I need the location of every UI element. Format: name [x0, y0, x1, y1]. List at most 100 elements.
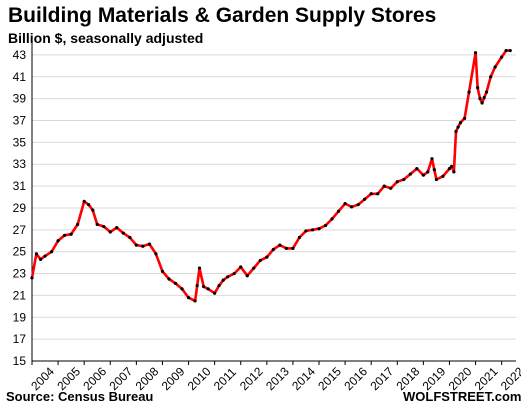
- data-point: [484, 90, 489, 94]
- data-point: [452, 170, 456, 174]
- data-point: [202, 285, 206, 289]
- x-tick-label: 2012: [237, 364, 266, 393]
- data-point: [478, 97, 482, 101]
- data-point: [356, 203, 360, 207]
- data-point: [317, 227, 321, 231]
- data-point: [56, 239, 60, 243]
- data-point: [30, 276, 34, 280]
- data-point: [258, 258, 262, 263]
- chart-title: Building Materials & Garden Supply Store…: [8, 4, 437, 27]
- data-point: [154, 252, 158, 256]
- x-tick-label: 2010: [185, 364, 214, 393]
- data-point: [271, 247, 275, 252]
- data-point: [389, 186, 393, 190]
- data-point: [343, 201, 347, 206]
- data-point: [95, 222, 99, 226]
- y-tick-label: 35: [13, 135, 27, 149]
- data-point: [102, 224, 106, 229]
- x-tick-label: 2011: [211, 365, 239, 393]
- data-point: [369, 192, 373, 196]
- data-point: [504, 48, 508, 53]
- data-point: [115, 226, 119, 230]
- data-point: [447, 167, 452, 171]
- y-tick-label: 27: [13, 223, 27, 237]
- data-point: [350, 205, 354, 209]
- data-point: [195, 283, 199, 288]
- data-point: [493, 65, 497, 69]
- data-point: [456, 125, 460, 129]
- data-point: [304, 229, 308, 233]
- data-point: [239, 265, 243, 269]
- x-tick-label: 2014: [289, 364, 318, 393]
- x-tick-label: 2016: [341, 364, 370, 393]
- data-point: [363, 197, 367, 201]
- data-point: [167, 277, 171, 281]
- data-point: [49, 250, 54, 254]
- data-point: [430, 157, 434, 161]
- data-point: [265, 255, 269, 259]
- data-point: [173, 281, 178, 285]
- data-point: [39, 257, 43, 261]
- data-point: [297, 235, 302, 240]
- data-point: [489, 75, 493, 79]
- data-point: [462, 116, 467, 120]
- series-line: [30, 49, 512, 303]
- data-point: [108, 230, 112, 234]
- data-point: [382, 184, 386, 188]
- x-tick-label: 2015: [315, 364, 344, 393]
- data-point: [121, 231, 125, 235]
- data-point: [454, 129, 458, 134]
- data-point: [213, 291, 217, 295]
- data-point: [508, 48, 512, 53]
- data-point: [449, 164, 454, 169]
- data-point: [206, 287, 210, 291]
- y-tick-label: 33: [13, 157, 27, 171]
- data-point: [336, 209, 341, 213]
- data-point: [376, 192, 380, 196]
- y-tick-label: 25: [13, 245, 27, 259]
- data-point: [421, 173, 425, 177]
- data-point: [278, 243, 282, 247]
- data-point: [330, 217, 334, 221]
- data-point: [323, 223, 328, 228]
- data-point: [180, 287, 184, 291]
- data-point: [458, 121, 463, 125]
- data-point: [91, 208, 95, 212]
- data-point: [147, 242, 152, 246]
- x-tick-label: 2009: [159, 364, 188, 393]
- data-point: [43, 254, 47, 258]
- data-point: [415, 167, 419, 171]
- y-tick-label: 23: [13, 267, 27, 281]
- data-point: [221, 278, 225, 282]
- brand-watermark: WOLFSTREET.com: [403, 389, 521, 404]
- data-point: [69, 232, 73, 236]
- chart-subtitle: Billion $, seasonally adjusted: [8, 30, 204, 46]
- y-tick-label: 39: [13, 92, 27, 106]
- data-point: [284, 246, 288, 251]
- y-tick-label: 29: [13, 201, 27, 215]
- y-tick-label: 43: [13, 48, 27, 62]
- data-point: [426, 170, 430, 174]
- data-point: [82, 199, 86, 204]
- data-point: [128, 235, 132, 240]
- data-point: [395, 180, 399, 184]
- y-tick-label: 21: [13, 288, 27, 302]
- source-note: Source: Census Bureau: [6, 389, 154, 404]
- data-point: [197, 266, 202, 270]
- data-point: [432, 168, 436, 172]
- y-tick-label: 37: [13, 114, 27, 128]
- data-point: [87, 203, 91, 207]
- data-point: [232, 271, 236, 276]
- data-point: [467, 90, 471, 94]
- x-tick-label: 2017: [367, 364, 396, 393]
- data-point: [480, 101, 484, 105]
- data-point: [226, 275, 230, 279]
- data-point: [291, 246, 295, 251]
- data-point: [34, 252, 39, 256]
- data-point: [76, 222, 80, 226]
- y-tick-label: 31: [13, 179, 27, 193]
- data-point: [141, 244, 145, 248]
- data-point: [134, 243, 138, 247]
- y-tick-label: 41: [13, 70, 27, 84]
